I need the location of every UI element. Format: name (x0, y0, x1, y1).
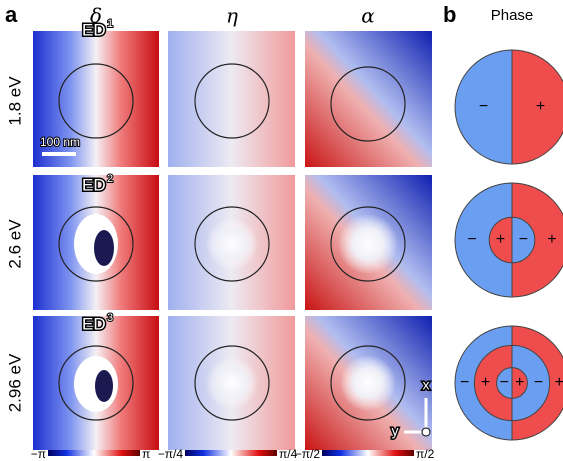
colorbar-min: −π/4 (158, 447, 184, 461)
map-feature (338, 214, 398, 274)
row-label: 1.8 eV (5, 76, 24, 126)
phase-sign: + (536, 98, 545, 115)
scale-bar (42, 152, 76, 156)
colorbar-max: π (142, 447, 150, 461)
particle-outline (330, 345, 406, 421)
phase-region (473, 344, 513, 422)
maps: 100 nm x y (33, 31, 432, 450)
phase-sign: − (500, 374, 509, 391)
mode-label: ED (82, 20, 106, 39)
phase-region (511, 367, 528, 399)
mode-order: 2 (107, 173, 113, 185)
mode-order: 3 (107, 312, 113, 324)
map-feature (94, 230, 114, 266)
particle-outline (194, 206, 270, 282)
colorbar (48, 450, 140, 456)
phase-sign: − (479, 98, 488, 115)
map (305, 31, 432, 167)
mode-order: 1 (107, 18, 113, 30)
map-feature (206, 357, 258, 409)
phase-region (511, 344, 551, 422)
column-header: α (361, 4, 375, 28)
phase-sign: + (481, 374, 490, 391)
phase-sign: − (519, 231, 528, 248)
phase-region (511, 182, 563, 298)
phase-region (488, 216, 513, 264)
map-feature (206, 218, 258, 270)
phase-region (454, 49, 513, 165)
panel-title: Phase (491, 7, 534, 24)
phase-region (496, 367, 513, 399)
phase-sign: − (467, 231, 476, 248)
column-header: η (226, 4, 238, 28)
phase-sign: − (460, 374, 469, 391)
axis-label: y (392, 423, 399, 439)
axis-origin (421, 427, 431, 437)
particle-outline (330, 206, 406, 282)
panel-label: b (443, 2, 456, 27)
phase-sign: + (555, 374, 563, 391)
colorbar-max: π/4 (279, 447, 298, 461)
colorbar-min: −π (31, 447, 46, 461)
map-feature (95, 370, 113, 402)
phase-sign: − (534, 374, 543, 391)
phase-region (454, 182, 513, 298)
map (33, 31, 159, 167)
colorbar-min: −π/2 (295, 447, 321, 461)
colorbar (185, 450, 277, 456)
particle-outline (58, 63, 134, 139)
phase-sign: + (515, 374, 524, 391)
particle-outline (58, 206, 134, 282)
colorbar-max: π/2 (416, 447, 435, 461)
mode-label: ED (82, 314, 106, 333)
axis-label: x (423, 377, 430, 393)
particle-outline (194, 63, 270, 139)
colorbar (322, 450, 414, 456)
column-header: δ (90, 4, 102, 28)
mode-label: ED (82, 175, 106, 194)
phase-sign: + (496, 231, 505, 248)
map (168, 31, 295, 167)
phase-region (511, 216, 536, 264)
particle-outline (330, 66, 406, 142)
scale-bar-label: 100 nm (40, 135, 80, 149)
phase-region (511, 49, 563, 165)
map-feature (340, 355, 396, 411)
particle-outline (58, 345, 134, 421)
row-label: 2.6 eV (5, 219, 24, 269)
particle-outline (194, 345, 270, 421)
panel-label: a (5, 2, 18, 27)
phase-sign: + (547, 231, 556, 248)
row-label: 2.96 eV (5, 353, 24, 412)
